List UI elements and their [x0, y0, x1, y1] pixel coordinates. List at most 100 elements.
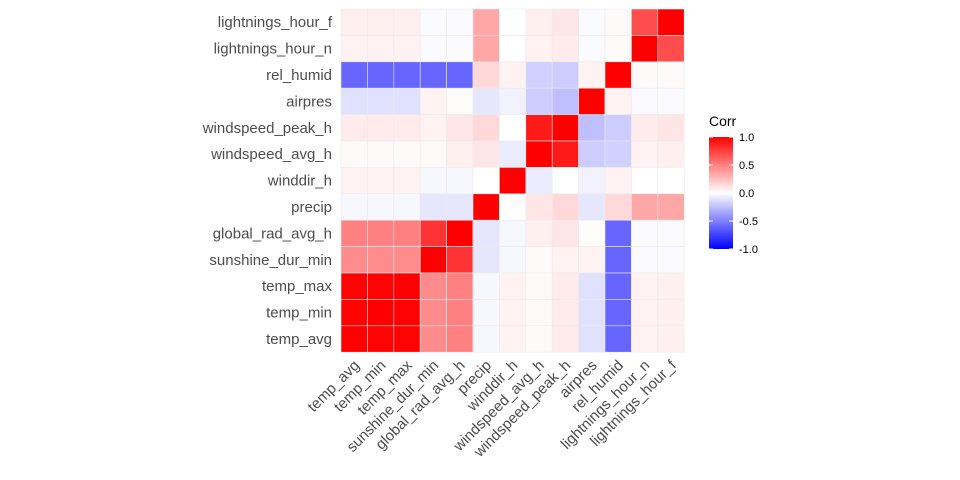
y-tick-label: windspeed_peak_h — [202, 120, 332, 137]
heatmap-cell — [499, 35, 527, 63]
heatmap-cell — [657, 8, 685, 36]
heatmap-cell — [578, 272, 606, 300]
heatmap-cell — [631, 193, 659, 221]
heatmap-cell — [393, 219, 421, 247]
heatmap-cell — [525, 246, 553, 274]
heatmap-cell — [419, 246, 447, 274]
heatmap-cell — [340, 114, 368, 142]
heatmap-cell — [525, 167, 553, 195]
heatmap-cell — [604, 114, 632, 142]
heatmap-cell — [525, 114, 553, 142]
heatmap-cell — [446, 114, 474, 142]
heatmap-cell — [367, 325, 395, 353]
heatmap-cell — [578, 325, 606, 353]
heatmap-cell — [631, 246, 659, 274]
y-axis-labels: lightnings_hour_f lightnings_hour_n rel_hu… — [202, 14, 333, 348]
heatmap-cell — [393, 246, 421, 274]
heatmap-cell — [340, 272, 368, 300]
heatmap-cell — [525, 193, 553, 221]
heatmap-cell — [499, 272, 527, 300]
heatmap-cell — [631, 325, 659, 353]
heatmap-cell — [367, 61, 395, 89]
heatmap-cell — [367, 87, 395, 115]
heatmap-cell — [499, 8, 527, 36]
heatmap-cell — [525, 325, 553, 353]
y-tick-label: windspeed_avg_h — [210, 146, 332, 163]
heatmap-cell — [393, 167, 421, 195]
heatmap-cell — [551, 140, 579, 168]
heatmap-cell — [419, 87, 447, 115]
heatmap-cell — [525, 8, 553, 36]
heatmap-cell — [631, 8, 659, 36]
heatmap-cell — [499, 299, 527, 327]
heatmap-cell — [604, 299, 632, 327]
heatmap-cell — [393, 87, 421, 115]
heatmap-cell — [578, 246, 606, 274]
heatmap-cell — [472, 167, 500, 195]
heatmap-cell — [446, 193, 474, 221]
heatmap-cell — [472, 8, 500, 36]
heatmap-cell — [551, 219, 579, 247]
heatmap-cell — [657, 140, 685, 168]
legend: Corr 1.0 0.5 0.0 -0.5 -1.0 — [709, 113, 758, 256]
legend-tick-label: 1.0 — [739, 132, 754, 144]
heatmap-cell — [367, 35, 395, 63]
heatmap-cell — [340, 325, 368, 353]
heatmap-cell — [499, 325, 527, 353]
y-tick-label: rel_humid — [266, 67, 332, 84]
heatmap-cell — [367, 193, 395, 221]
heatmap-cell — [446, 246, 474, 274]
heatmap-cell — [472, 299, 500, 327]
heatmap-cell — [446, 219, 474, 247]
heatmap-cell — [657, 167, 685, 195]
heatmap-cell — [419, 167, 447, 195]
heatmap-cell — [657, 299, 685, 327]
y-tick-label: lightnings_hour_n — [214, 41, 332, 58]
heatmap-cell — [657, 61, 685, 89]
y-tick-label: temp_avg — [266, 331, 332, 348]
heatmap-cell — [367, 167, 395, 195]
heatmap-cell — [472, 114, 500, 142]
heatmap-cell — [604, 8, 632, 36]
heatmap-cell — [657, 272, 685, 300]
heatmap-cell — [525, 272, 553, 300]
heatmap-cell — [446, 61, 474, 89]
heatmap-cell — [340, 8, 368, 36]
heatmap-cell — [525, 299, 553, 327]
heatmap-cell — [657, 87, 685, 115]
heatmap-cell — [367, 140, 395, 168]
y-tick-label: global_rad_avg_h — [213, 225, 332, 242]
heatmap-cell — [578, 35, 606, 63]
heatmap-cell — [419, 219, 447, 247]
heatmap-cell — [604, 61, 632, 89]
heatmap-cell — [631, 61, 659, 89]
heatmap-cell — [551, 87, 579, 115]
legend-title: Corr — [709, 113, 737, 129]
heatmap-cell — [578, 219, 606, 247]
heatmap-cell — [578, 114, 606, 142]
heatmap-cell — [551, 246, 579, 274]
heatmap-cell — [446, 35, 474, 63]
heatmap-cell — [419, 61, 447, 89]
heatmap-cell — [419, 8, 447, 36]
heatmap-cell — [393, 299, 421, 327]
heatmap-cell — [657, 35, 685, 63]
heatmap-cell — [446, 299, 474, 327]
heatmap-cell — [631, 167, 659, 195]
heatmap-cell — [551, 8, 579, 36]
heatmap-cell — [551, 325, 579, 353]
y-tick-label: temp_max — [262, 278, 333, 295]
heatmap-cell — [472, 87, 500, 115]
heatmap-cell — [631, 272, 659, 300]
heatmap-cell — [657, 246, 685, 274]
heatmap-cell — [446, 325, 474, 353]
legend-tick-label: 0.5 — [739, 160, 754, 172]
heatmap-cell — [393, 272, 421, 300]
heatmap-cell — [393, 325, 421, 353]
heatmap-cell — [393, 193, 421, 221]
heatmap-cell — [525, 87, 553, 115]
heatmap-cell — [340, 140, 368, 168]
legend-tick-label: -0.5 — [739, 216, 758, 228]
